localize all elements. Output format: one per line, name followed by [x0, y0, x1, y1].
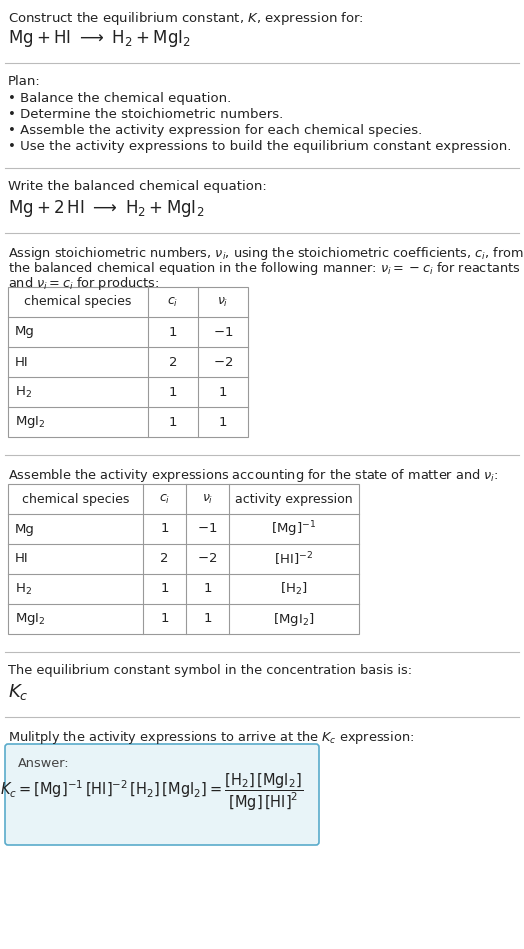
FancyBboxPatch shape [5, 744, 319, 845]
Text: $c_i$: $c_i$ [159, 493, 170, 506]
Text: $-2$: $-2$ [213, 356, 233, 368]
Text: 1: 1 [169, 385, 177, 399]
Text: $-1$: $-1$ [213, 326, 233, 339]
Text: 1: 1 [169, 416, 177, 429]
Text: HI: HI [15, 356, 29, 368]
Text: 2: 2 [160, 552, 169, 566]
Bar [8, 484, 359, 634]
Text: $[\mathrm{MgI_2}]$: $[\mathrm{MgI_2}]$ [274, 610, 315, 627]
Text: • Balance the chemical equation.: • Balance the chemical equation. [8, 92, 231, 105]
Text: Plan:: Plan: [8, 75, 41, 88]
Text: chemical species: chemical species [24, 295, 132, 308]
Text: $-1$: $-1$ [198, 523, 217, 535]
Text: $\mathrm{Mg + HI\ \longrightarrow\ H_2 + MgI_2}$: $\mathrm{Mg + HI\ \longrightarrow\ H_2 +… [8, 28, 191, 49]
Text: Assemble the activity expressions accounting for the state of matter and $\nu_i$: Assemble the activity expressions accoun… [8, 467, 498, 484]
Text: $-2$: $-2$ [198, 552, 217, 566]
Text: 1: 1 [160, 523, 169, 535]
Text: • Use the activity expressions to build the equilibrium constant expression.: • Use the activity expressions to build … [8, 140, 511, 153]
Text: The equilibrium constant symbol in the concentration basis is:: The equilibrium constant symbol in the c… [8, 664, 412, 677]
Text: $\mathrm{Mg + 2\,HI\ \longrightarrow\ H_2 + MgI_2}$: $\mathrm{Mg + 2\,HI\ \longrightarrow\ H_… [8, 198, 204, 219]
Text: $\mathrm{MgI_2}$: $\mathrm{MgI_2}$ [15, 414, 46, 430]
Text: $K_c = [\mathrm{Mg}]^{-1}\,[\mathrm{HI}]^{-2}\,[\mathrm{H_2}]\,[\mathrm{MgI_2}] : $K_c = [\mathrm{Mg}]^{-1}\,[\mathrm{HI}]… [1, 772, 303, 812]
Text: $\mathrm{H_2}$: $\mathrm{H_2}$ [15, 582, 32, 597]
Text: activity expression: activity expression [235, 493, 353, 506]
Text: $\mathrm{H_2}$: $\mathrm{H_2}$ [15, 384, 32, 400]
Text: $1$: $1$ [219, 385, 227, 399]
Text: and $\nu_i = c_i$ for products:: and $\nu_i = c_i$ for products: [8, 275, 159, 292]
Text: $\nu_i$: $\nu_i$ [202, 493, 213, 506]
Text: Construct the equilibrium constant, $K$, expression for:: Construct the equilibrium constant, $K$,… [8, 10, 364, 27]
Text: $\nu_i$: $\nu_i$ [217, 295, 228, 308]
Text: 1: 1 [169, 326, 177, 339]
Text: 1: 1 [160, 583, 169, 596]
Text: $c_i$: $c_i$ [167, 295, 179, 308]
Text: 2: 2 [169, 356, 177, 368]
Text: $1$: $1$ [203, 583, 212, 596]
Text: $\mathrm{MgI_2}$: $\mathrm{MgI_2}$ [15, 611, 46, 627]
Text: Answer:: Answer: [18, 757, 70, 770]
Text: Assign stoichiometric numbers, $\nu_i$, using the stoichiometric coefficients, $: Assign stoichiometric numbers, $\nu_i$, … [8, 245, 524, 262]
Text: Mulitply the activity expressions to arrive at the $K_c$ expression:: Mulitply the activity expressions to arr… [8, 729, 414, 746]
Text: HI: HI [15, 552, 29, 566]
Text: • Determine the stoichiometric numbers.: • Determine the stoichiometric numbers. [8, 108, 283, 121]
Text: Mg: Mg [15, 326, 35, 339]
Bar [8, 287, 248, 437]
Text: Write the balanced chemical equation:: Write the balanced chemical equation: [8, 180, 267, 193]
Text: $1$: $1$ [219, 416, 227, 429]
Text: the balanced chemical equation in the following manner: $\nu_i = -c_i$ for react: the balanced chemical equation in the fo… [8, 260, 520, 277]
Text: $[\mathrm{H_2}]$: $[\mathrm{H_2}]$ [280, 581, 308, 597]
Text: 1: 1 [160, 612, 169, 625]
Text: Mg: Mg [15, 523, 35, 535]
Text: $1$: $1$ [203, 612, 212, 625]
Text: • Assemble the activity expression for each chemical species.: • Assemble the activity expression for e… [8, 124, 422, 137]
Text: $[\mathrm{Mg}]^{-1}$: $[\mathrm{Mg}]^{-1}$ [271, 519, 316, 539]
Text: chemical species: chemical species [22, 493, 129, 506]
Text: $K_c$: $K_c$ [8, 682, 29, 702]
Text: $[\mathrm{HI}]^{-2}$: $[\mathrm{HI}]^{-2}$ [275, 550, 313, 568]
